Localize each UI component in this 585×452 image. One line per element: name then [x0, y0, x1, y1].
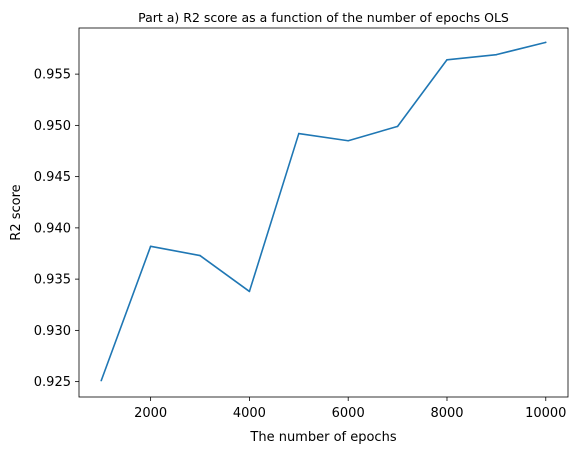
x-tick-label: 6000 [332, 406, 365, 421]
data-point [396, 125, 399, 128]
x-tick-label: 8000 [430, 406, 463, 421]
x-axis: 2000 4000 6000 8000 10000 [134, 397, 566, 421]
y-tick-label: 0.945 [34, 170, 71, 185]
x-tick-label: 4000 [233, 406, 266, 421]
y-tick-label: 0.930 [34, 324, 71, 339]
plot-area [79, 28, 568, 397]
y-axis-label: R2 score [9, 184, 24, 240]
y-tick-label: 0.935 [34, 273, 71, 288]
data-point [298, 132, 300, 135]
data-point [446, 58, 448, 61]
x-tick-label: 2000 [134, 406, 167, 421]
x-tick-label: 10000 [525, 406, 566, 421]
data-point [100, 379, 103, 382]
data-point [347, 139, 349, 142]
data-point [149, 245, 152, 248]
plot-frame [78, 27, 569, 398]
data-point [544, 41, 547, 44]
series-line-0 [100, 41, 546, 381]
series-layer [100, 41, 547, 382]
y-tick-label: 0.950 [34, 119, 71, 134]
data-point [495, 53, 498, 56]
y-tick-label: 0.925 [34, 375, 71, 390]
chart-title: Part a) R2 score as a function of the nu… [138, 10, 509, 25]
data-point [199, 254, 201, 257]
data-point [248, 290, 251, 293]
x-axis-label: The number of epochs [249, 430, 396, 445]
y-axis: 0.925 0.930 0.935 0.940 0.945 0.950 0.955 [34, 68, 79, 390]
y-tick-label: 0.940 [34, 221, 71, 236]
y-tick-label: 0.955 [34, 68, 71, 83]
